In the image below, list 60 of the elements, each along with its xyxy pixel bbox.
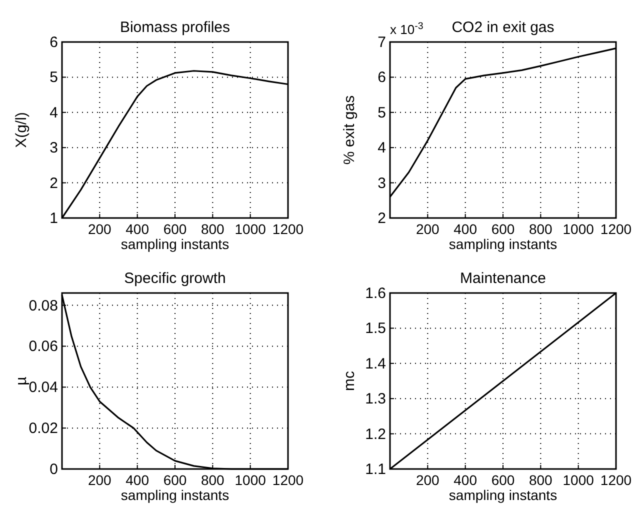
y-tick-label: 1.1 [365, 461, 386, 478]
y-tick-label: 4 [50, 104, 58, 122]
x-tick-label: 800 [200, 221, 225, 237]
y-tick-label: 0.08 [28, 297, 58, 314]
x-tick-label: 800 [528, 472, 553, 488]
y-tick-label: 1 [50, 210, 58, 227]
x-tick-label: 600 [491, 221, 515, 237]
x-tick-label: 400 [454, 472, 478, 488]
x-tick-label: 1000 [562, 472, 594, 488]
x-tick-label: 1200 [600, 221, 632, 237]
y-tick-label: 3 [50, 140, 58, 157]
x-axis-title: sampling instants [120, 236, 230, 252]
y-tick-label: 0.04 [28, 379, 58, 396]
y-tick-label: 1.5 [365, 320, 386, 338]
y-axis-title: mc [341, 370, 358, 391]
y-tick-label: 4 [378, 140, 386, 157]
y-tick-label: 2 [378, 210, 386, 227]
y-tick-label: 2 [50, 174, 58, 192]
x-tick-label: 600 [491, 472, 515, 488]
y-tick-label: 1.6 [365, 285, 386, 302]
y-axis-title: % exit gas [341, 95, 358, 165]
chart-title: Maintenance [460, 270, 546, 287]
y-tick-label: 1.4 [365, 355, 386, 372]
y-axis-title: µ [13, 376, 30, 386]
y-tick-label: 0.02 [28, 420, 58, 438]
y-tick-label: 6 [50, 34, 58, 51]
x-tick-label: 400 [454, 221, 478, 237]
x-tick-label: 400 [126, 221, 150, 237]
y-tick-label: 5 [378, 104, 386, 122]
x-tick-label: 1200 [272, 472, 304, 488]
x-tick-label: 1200 [600, 472, 632, 488]
x-tick-label: 1200 [272, 221, 304, 237]
x-axis-title: sampling instants [120, 487, 230, 503]
y-tick-label: 0.06 [28, 338, 58, 356]
y-tick-label: 0 [50, 461, 58, 478]
y-tick-label: 3 [378, 174, 386, 192]
x-tick-label: 1000 [234, 221, 266, 237]
x-tick-label: 600 [163, 472, 187, 488]
chart-title: CO2 in exit gas [452, 19, 554, 36]
x-tick-label: 200 [416, 472, 440, 488]
y-tick-label: 1.2 [365, 426, 386, 443]
x-axis-title: sampling instants [448, 236, 558, 252]
x-tick-label: 400 [126, 472, 150, 488]
y-axis-title: X(g/l) [13, 112, 30, 148]
x-tick-label: 1000 [562, 221, 594, 237]
x-tick-label: 200 [416, 221, 440, 237]
y-tick-label: 5 [50, 69, 58, 86]
x-tick-label: 1000 [234, 472, 266, 488]
text: x 10$^{-3}$ [390, 20, 424, 37]
y-tick-label: 1.3 [365, 390, 386, 408]
x-axis-title: sampling instants [448, 487, 558, 503]
x-tick-label: 200 [88, 221, 112, 237]
y-tick-label: 7 [378, 34, 386, 51]
y-tick-label: 6 [378, 69, 386, 86]
x-tick-label: 600 [163, 221, 187, 237]
x-tick-label: 800 [528, 221, 553, 237]
chart-title: Specific growth [124, 270, 226, 287]
chart-title: Biomass profiles [120, 19, 230, 36]
x-tick-label: 200 [88, 472, 112, 488]
x-tick-label: 800 [200, 472, 225, 488]
